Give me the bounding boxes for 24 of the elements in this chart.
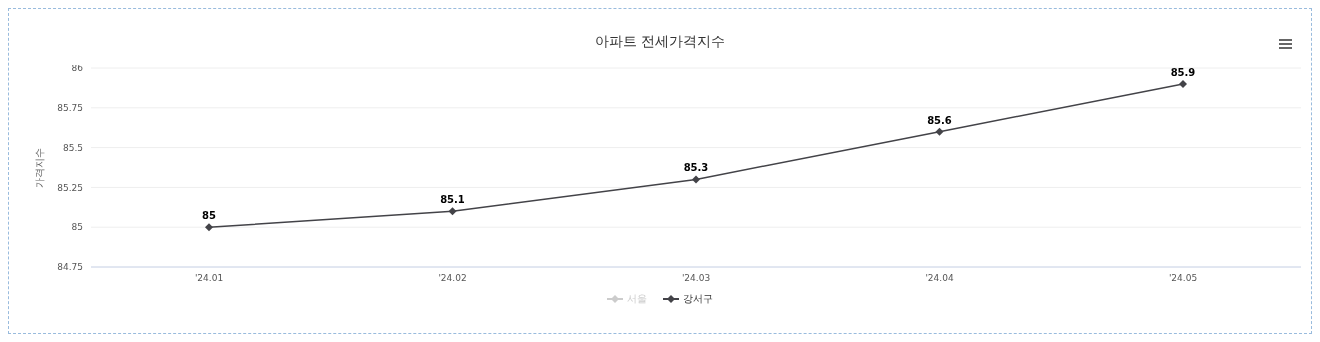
data-label: 85.6 (927, 114, 952, 126)
y-tick-label: 85.75 (57, 102, 83, 113)
y-tick-label: 86 (71, 63, 84, 74)
data-label: 85.1 (440, 194, 465, 206)
data-label: 85 (202, 210, 216, 222)
x-tick-label: '24.02 (438, 273, 467, 284)
y-tick-label: 85 (71, 222, 83, 233)
x-tick-label: '24.03 (681, 273, 711, 284)
legend-label: 강서구 (682, 292, 713, 306)
x-tick-label: '24.04 (925, 273, 954, 284)
data-label: 85.3 (683, 162, 709, 174)
y-axis-title: 가격지수 (33, 147, 45, 188)
point (935, 127, 944, 136)
y-tick-label: 84.75 (57, 262, 83, 273)
y-tick-label: 85.25 (57, 182, 83, 193)
point (205, 223, 213, 232)
y-tick-label: 85.5 (62, 142, 83, 153)
point (448, 207, 457, 216)
point (1179, 79, 1187, 88)
x-tick-label: '24.01 (194, 273, 224, 284)
data-label: 85.9 (1170, 66, 1196, 78)
chart-title: 아파트 전세가격지수 (593, 33, 727, 51)
x-tick-label: '24.05 (1168, 273, 1198, 284)
point (692, 175, 700, 184)
